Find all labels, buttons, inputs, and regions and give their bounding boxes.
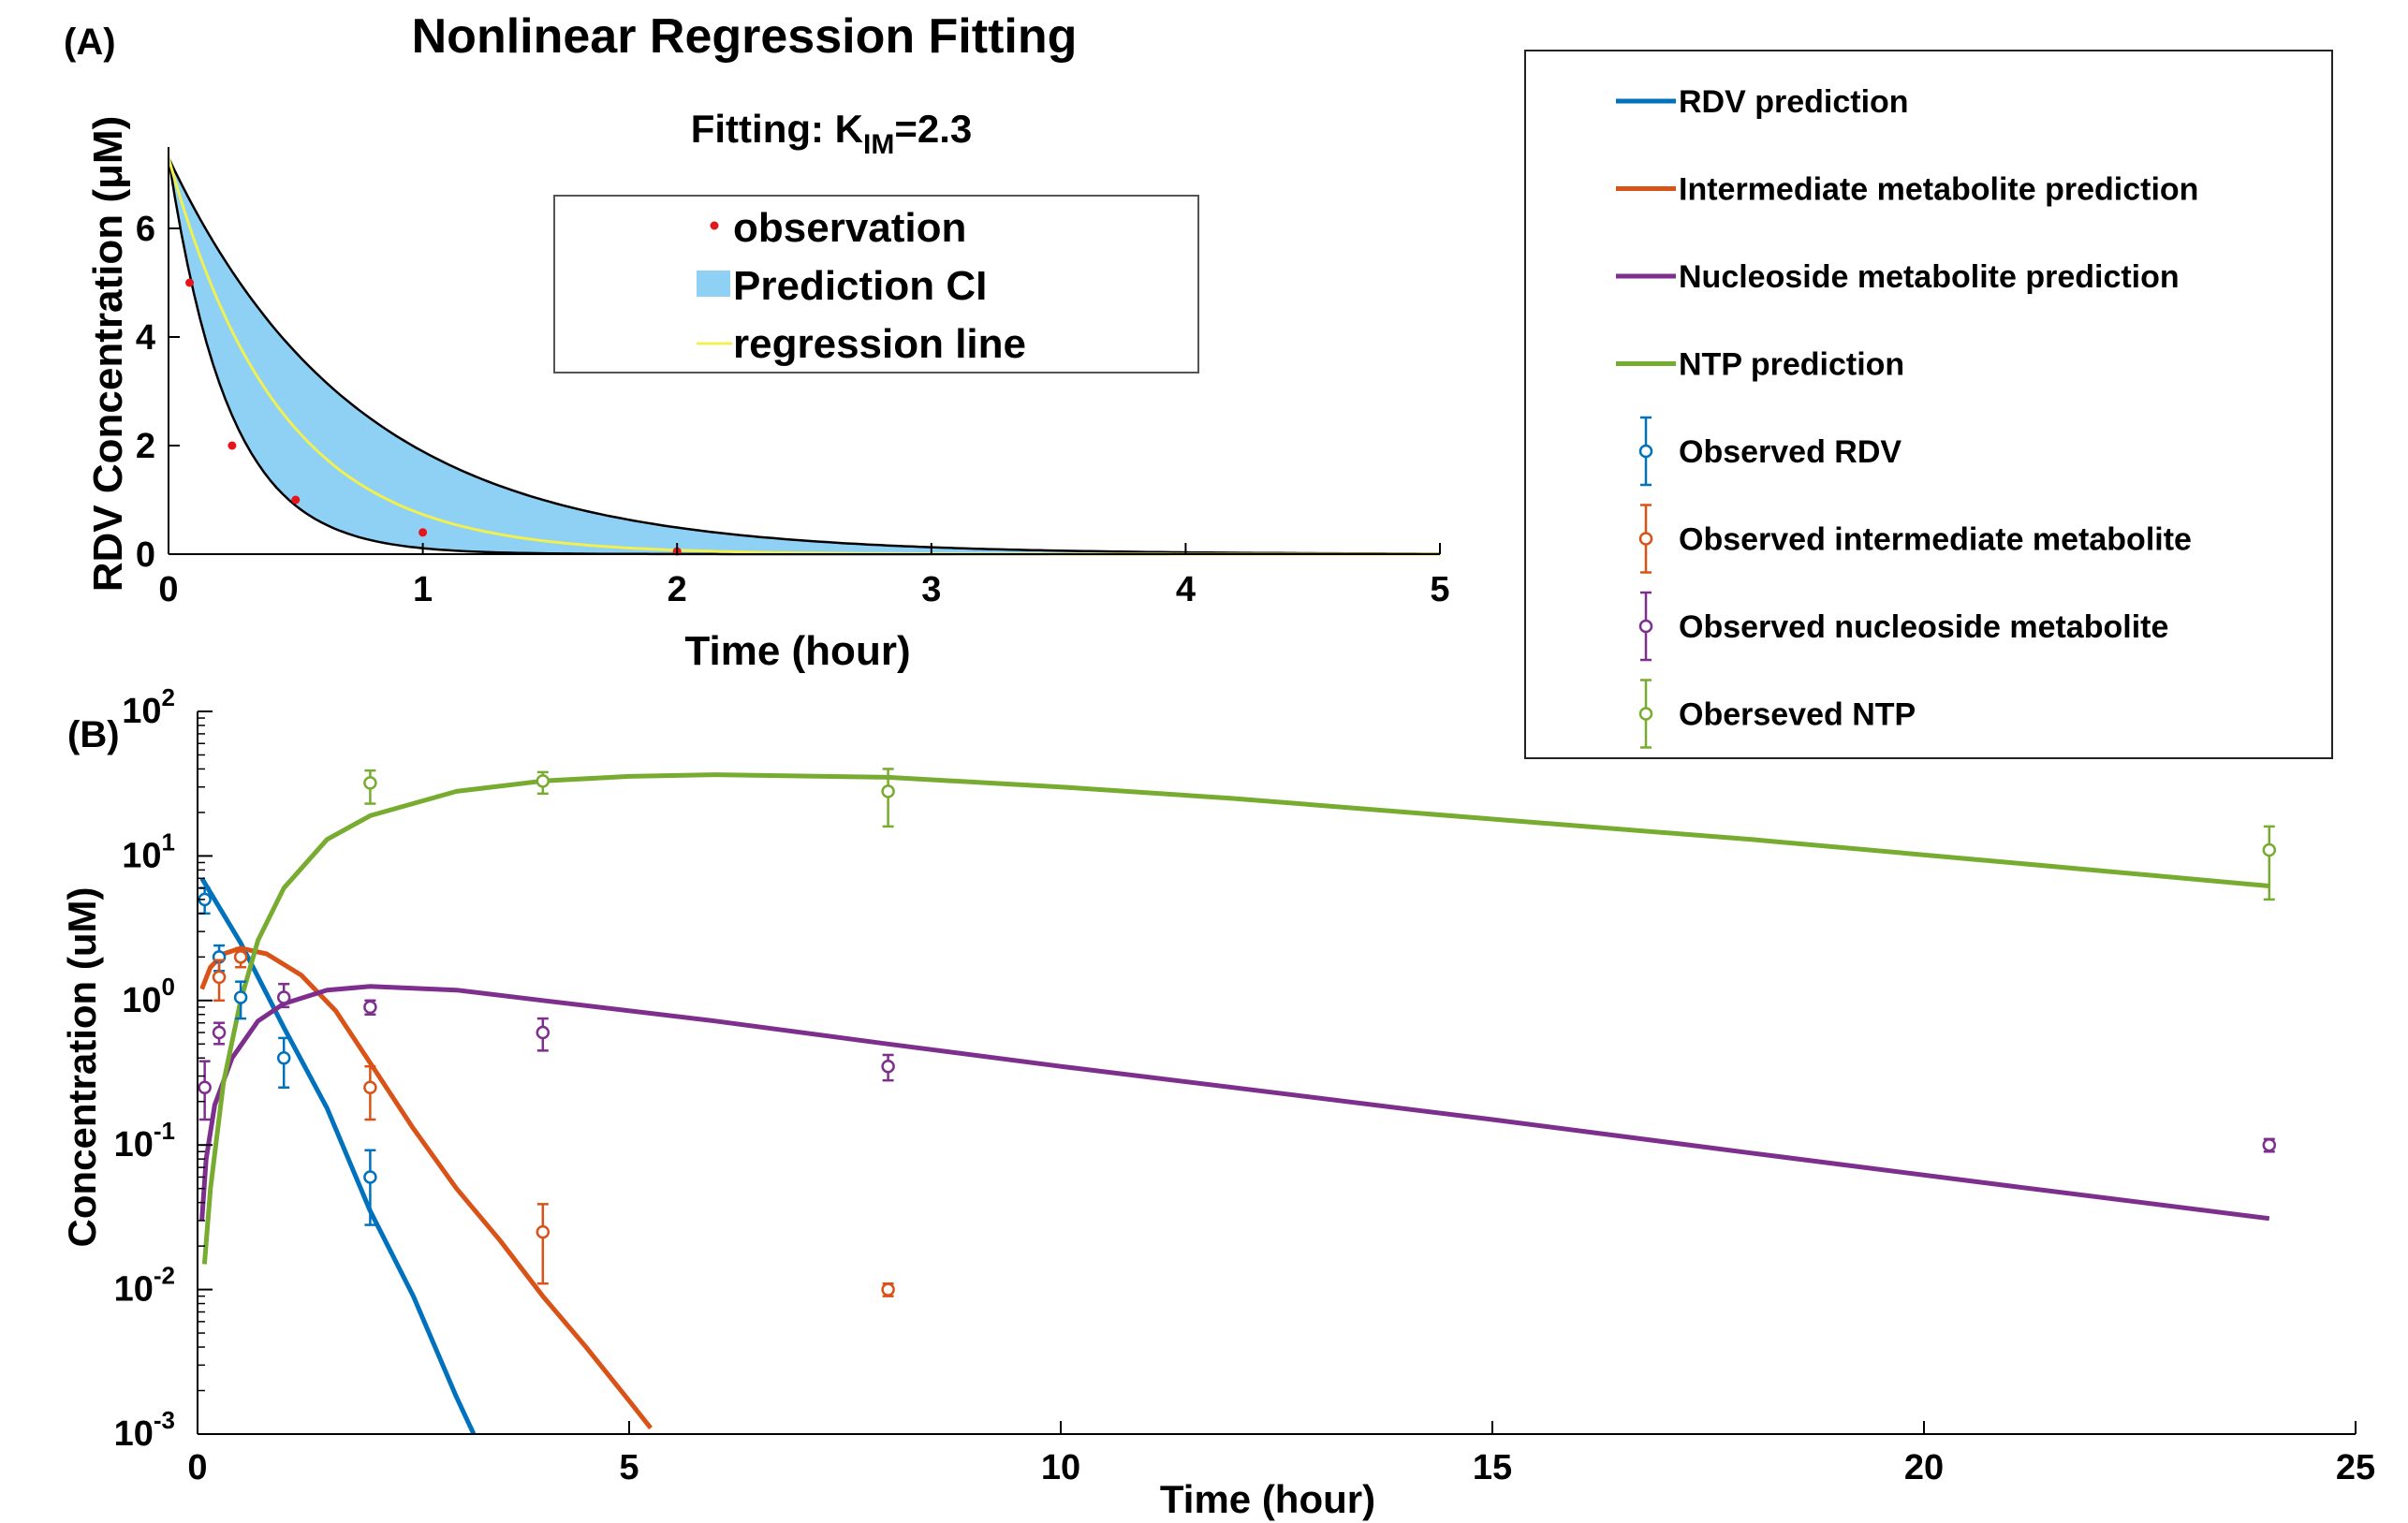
panel-a-title: Nonlinear Regression Fitting <box>412 9 1078 64</box>
panel-b-y-tick-label: 10-3 <box>114 1406 175 1454</box>
observed-intermediate-metabolite-point <box>233 950 248 964</box>
panel-a-x-tick-label: 1 <box>413 570 433 609</box>
legend-ci-swatch <box>697 271 730 297</box>
subtitle-subscript: IM <box>863 129 894 160</box>
legend-intermediate-metabolite-prediction-label: Intermediate metabolite prediction <box>1679 172 2198 208</box>
panel-b-y-tick-label: 102 <box>122 683 175 731</box>
legend-observed-rdv-label: Observed RDV <box>1679 434 1901 470</box>
observed-nucleoside-metabolite-point <box>881 1059 895 1074</box>
panel-a-y-tick-label: 6 <box>136 210 155 249</box>
nucleoside-metabolite-prediction-line <box>199 984 2270 1222</box>
observed-nucleoside-metabolite-point <box>276 990 291 1004</box>
panel-b-x-tick-label: 10 <box>1041 1448 1080 1487</box>
panel-b-xlabel: Time (hour) <box>1160 1477 1375 1521</box>
observed-rdv-point <box>363 1170 377 1184</box>
panel-b-plot <box>198 768 2277 1436</box>
panel-b-y-tick-label: 10-2 <box>114 1262 175 1310</box>
ntp-prediction-line <box>201 772 2270 1265</box>
observed-nucleoside-metabolite-point <box>363 1000 377 1015</box>
legend-oberseved-ntp-marker <box>1638 707 1653 721</box>
rdv-prediction-line <box>199 877 477 1436</box>
panel-a-y-tick-label: 0 <box>136 535 155 575</box>
panel-b-y-tick-label: 10-1 <box>114 1117 175 1164</box>
panel-a-legend-box <box>553 195 1199 373</box>
legend-oberseved-ntp-label: Oberseved NTP <box>1679 697 1916 733</box>
intermediate-metabolite-prediction-line <box>199 945 653 1430</box>
panel-a-x-tick-label: 0 <box>158 570 178 609</box>
observed-nucleoside-metabolite-point <box>198 1080 212 1095</box>
oberseved-ntp-point <box>881 784 895 798</box>
observed-nucleoside-metabolite-point <box>212 1025 227 1040</box>
panel-a-x-tick-label: 5 <box>1430 570 1449 609</box>
legend-observation-label: observation <box>733 205 966 251</box>
panel-a-x-tick-label: 4 <box>1176 570 1196 609</box>
panel-b-label: (B) <box>67 714 120 755</box>
oberseved-ntp-point <box>536 774 551 788</box>
panel-a-y-tick-label: 2 <box>136 427 155 466</box>
observed-intermediate-metabolite-point <box>212 970 227 985</box>
panel-b-axes: 0 5 10 15 20 25 10-3 10-2 10-1 100 101 102 <box>114 683 2376 1487</box>
legend-observed-rdv-marker <box>1638 444 1653 459</box>
panel-a-label: (A) <box>64 22 116 63</box>
observed-intermediate-metabolite-point <box>536 1224 551 1239</box>
observed-rdv-point <box>233 990 248 1004</box>
panel-b-x-tick-label: 25 <box>2336 1448 2375 1487</box>
panel-b-ylabel: Concentration (uM) <box>60 887 104 1248</box>
observed-intermediate-metabolite-point <box>363 1080 377 1095</box>
panel-b-y-tick-label: 101 <box>122 827 175 875</box>
panel-a-x-tick-label: 2 <box>668 570 687 609</box>
observed-nucleoside-metabolite-point <box>536 1025 551 1040</box>
observation-point <box>291 495 301 505</box>
legend-observed-intermediate-metabolite-label: Observed intermediate metabolite <box>1679 522 2192 558</box>
legend-observed-intermediate-metabolite-marker <box>1638 532 1653 546</box>
observation-point <box>418 528 428 537</box>
ci-upper-boundary <box>167 157 1440 555</box>
legend-observation-marker <box>710 221 719 230</box>
oberseved-ntp-point <box>363 776 377 790</box>
observed-rdv-point <box>276 1050 291 1065</box>
subtitle-suffix: =2.3 <box>894 107 972 151</box>
legend-observed-nucleoside-metabolite-marker <box>1638 619 1653 634</box>
subtitle-prefix: Fitting: K <box>691 107 863 151</box>
legend-ntp-prediction-label: NTP prediction <box>1679 347 1904 383</box>
observed-intermediate-metabolite-point <box>881 1282 895 1296</box>
legend-nucleoside-metabolite-prediction-label: Nucleoside metabolite prediction <box>1679 259 2180 295</box>
panel-b-y-tick-label: 100 <box>122 973 175 1020</box>
panel-a-x-tick-label: 3 <box>921 570 941 609</box>
panel-a-ylabel: RDV Concentration (μM) <box>85 116 131 592</box>
legend-regression-label: regression line <box>733 321 1026 367</box>
panel-b-x-tick-label: 5 <box>619 1448 639 1487</box>
panel-a-legend: observation Prediction CI regression lin… <box>553 195 1199 373</box>
panel-b-x-tick-label: 15 <box>1473 1448 1512 1487</box>
panel-a-y-tick-label: 4 <box>136 318 155 358</box>
panel-a-axes: 0 1 2 3 4 5 0 2 4 6 <box>136 147 1450 609</box>
panel-b-x-tick-label: 20 <box>1904 1448 1944 1487</box>
panel-b-x-tick-label: 0 <box>187 1448 207 1487</box>
observation-point <box>185 278 195 287</box>
panel-a-subtitle: Fitting: KIM=2.3 <box>691 107 973 160</box>
panel-a-xlabel: Time (hour) <box>684 628 910 674</box>
observed-nucleoside-metabolite-point <box>2262 1137 2277 1152</box>
legend-observed-nucleoside-metabolite-label: Observed nucleoside metabolite <box>1679 609 2168 645</box>
panel-b-legend: RDV prediction Intermediate metabolite pr… <box>1524 50 2333 759</box>
legend-rdv-prediction-label: RDV prediction <box>1679 84 1909 120</box>
legend-ci-label: Prediction CI <box>733 263 987 309</box>
oberseved-ntp-point <box>2262 842 2277 857</box>
observation-point <box>228 441 237 450</box>
panel-b-legend-box <box>1524 50 2333 759</box>
